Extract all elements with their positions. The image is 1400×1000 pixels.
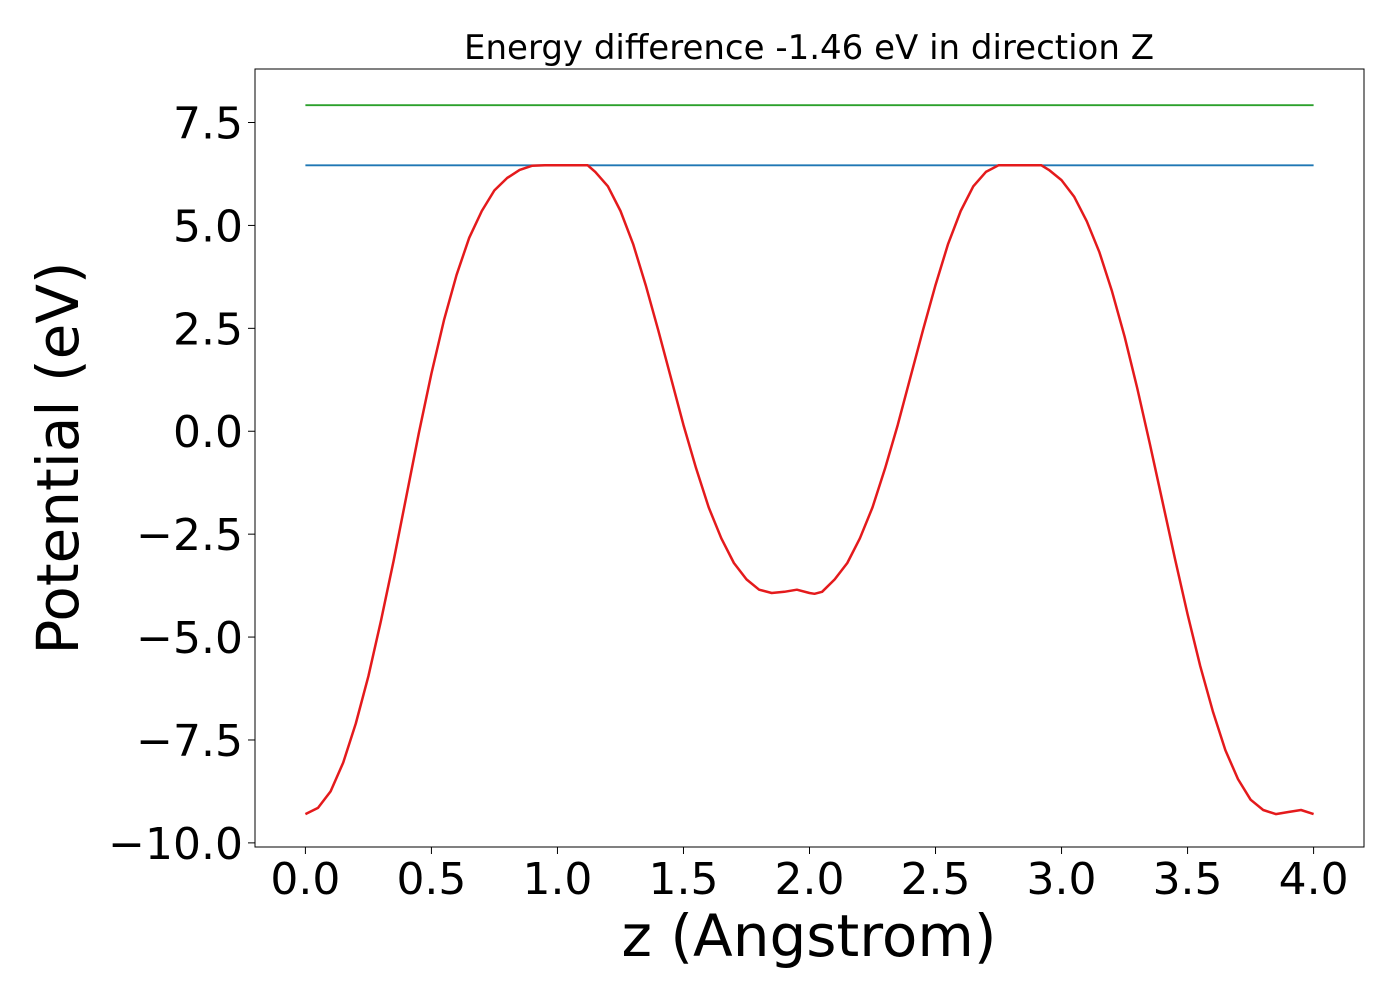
y-axis-label: Potential (eV) [24,261,92,654]
x-axis-label: z (Angstrom) [622,902,997,970]
plot-area [255,69,1364,847]
chart-title: Energy difference -1.46 eV in direction … [464,28,1154,68]
y-tick-label: 5.0 [173,201,243,252]
y-tick-label: −7.5 [136,716,243,767]
x-tick-label: 1.5 [648,854,718,905]
x-tick-label: 3.0 [1027,854,1097,905]
x-tick-label: 0.5 [396,854,466,905]
y-tick-label: 7.5 [173,99,243,150]
y-tick-label: −2.5 [136,510,243,561]
x-tick-label: 1.0 [522,854,592,905]
series-line-3 [304,164,1314,816]
y-tick-label: −10.0 [108,819,243,870]
y-axis-ticks: 7.5 5.0 2.5 0.0 −2.5 −5.0 −7.5 −10.0 [108,99,255,870]
x-tick-label: 3.5 [1153,854,1223,905]
x-tick-label: 2.0 [775,854,845,905]
x-tick-label: 0.0 [270,854,340,905]
y-tick-label: −5.0 [136,613,243,664]
y-tick-label: 2.5 [173,304,243,355]
x-tick-label: 2.5 [901,854,971,905]
series-layer [304,104,1314,816]
x-axis-ticks: 0.0 0.5 1.0 1.5 2.0 2.5 3.0 3.5 4.0 [270,847,1349,905]
x-tick-label: 4.0 [1279,854,1349,905]
y-tick-label: 0.0 [173,407,243,458]
